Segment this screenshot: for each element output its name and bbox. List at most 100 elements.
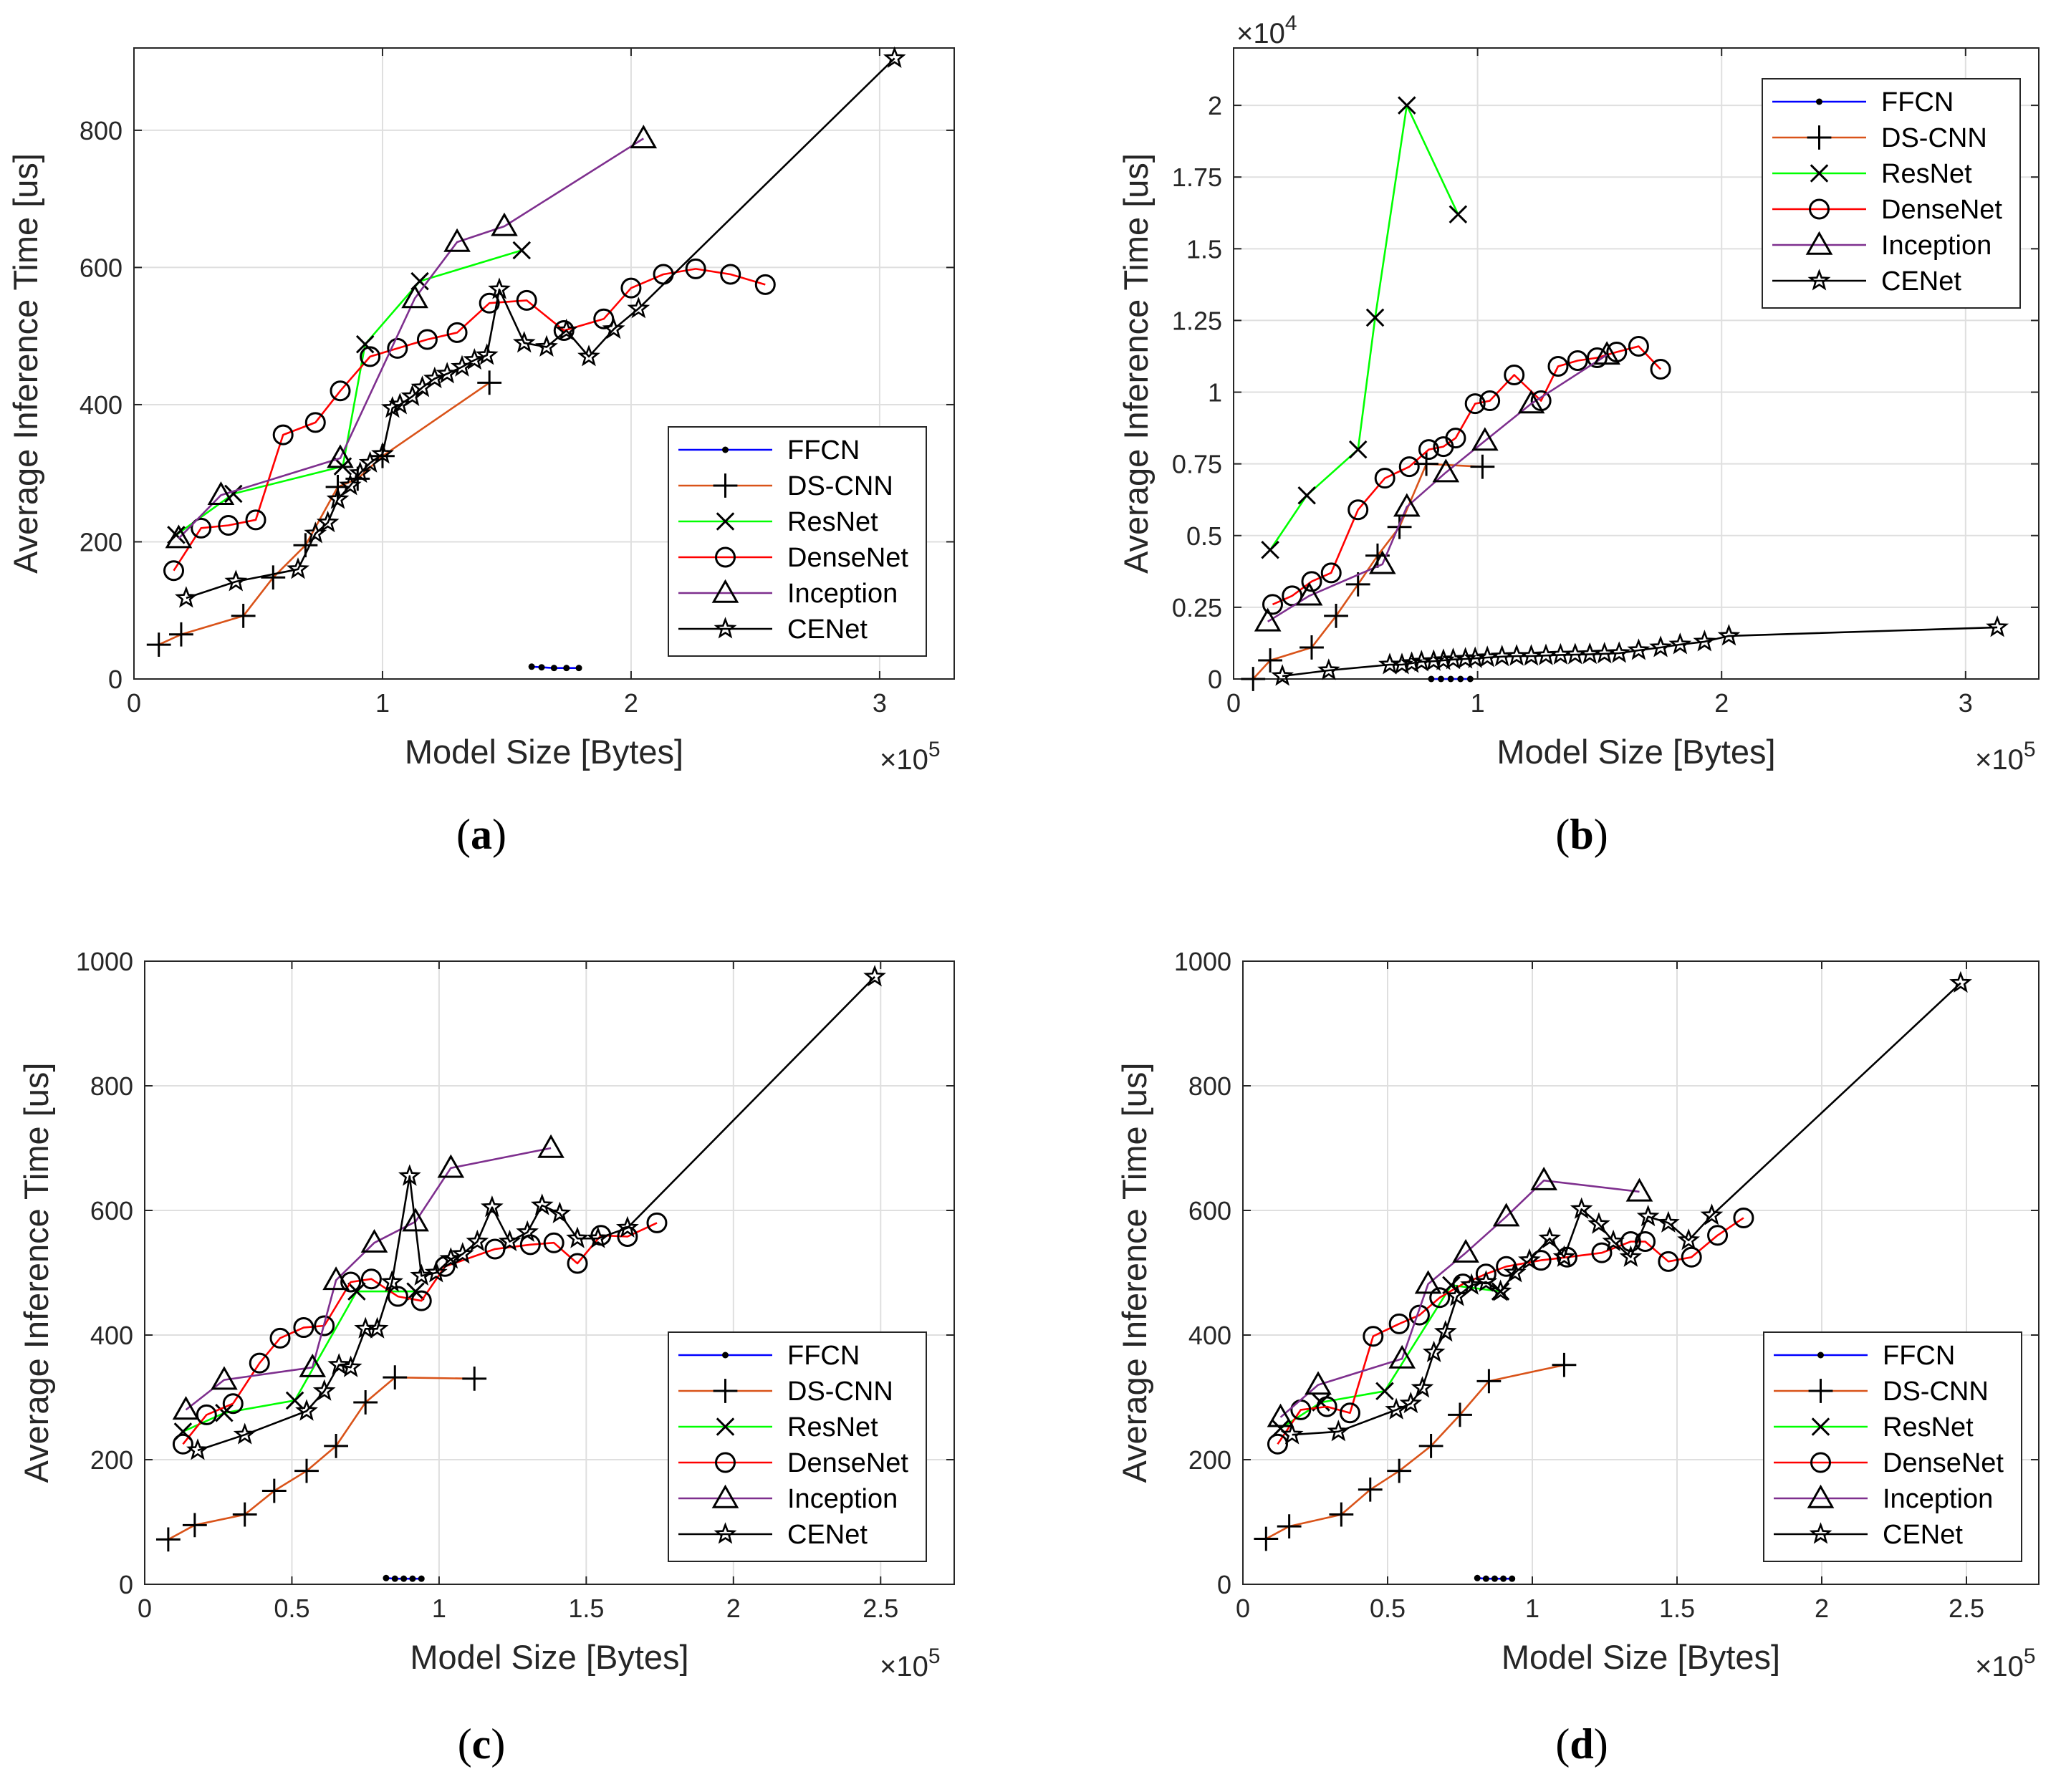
panel-label-letter: a [471, 811, 492, 858]
y-tick-label: 200 [90, 1445, 133, 1475]
data-point-densenet [1635, 1231, 1656, 1252]
data-point-cenet [424, 1261, 448, 1283]
data-point-cenet [475, 343, 499, 365]
legend-item-inception: Inception [1774, 1484, 1993, 1514]
legend-box [1763, 1331, 2022, 1562]
y-tick-label: 400 [1188, 1321, 1231, 1350]
data-point-ds-cnn [232, 1502, 257, 1527]
data-point-inception [1267, 1403, 1294, 1427]
data-point-densenet [1707, 1225, 1729, 1246]
legend-label: CENet [1883, 1520, 1963, 1550]
x-exponent-power: 5 [2024, 738, 2036, 761]
legend-label: DenseNet [1881, 195, 2002, 225]
legend-marker [1809, 198, 1830, 220]
data-point-cenet [451, 355, 474, 377]
data-point-densenet [1374, 468, 1395, 489]
data-point-ffcn [400, 1575, 408, 1582]
series-line-densenet [173, 268, 766, 572]
legend-item-cenet: CENet [678, 615, 868, 645]
x-tick-label: 1 [1525, 1594, 1539, 1623]
series-cenet [186, 965, 886, 1460]
data-point-ds-cnn [1324, 604, 1348, 628]
legend: FFCN DS-CNN ResNet DenseNet Inception CENet [1763, 1331, 2022, 1562]
data-point-cenet [339, 1355, 362, 1377]
x-tick-label: 3 [1959, 688, 1973, 718]
data-point-cenet [530, 1193, 554, 1215]
data-point-inception [1368, 550, 1396, 574]
panel-label-letter: c [472, 1720, 491, 1768]
data-point-inception [1471, 427, 1499, 451]
series-line-densenet [182, 1222, 658, 1445]
data-point-densenet [1429, 1287, 1451, 1309]
data-point-cenet [1503, 1261, 1527, 1283]
data-point-ffcn [538, 664, 545, 671]
y-tick-label: 0.75 [1172, 450, 1222, 479]
panel-label: (c) [458, 1720, 506, 1768]
data-point-ffcn [528, 663, 535, 670]
data-point-densenet [314, 1315, 335, 1336]
data-point-resnet [355, 334, 375, 354]
data-point-inception [491, 212, 518, 236]
series-line-densenet [1272, 345, 1662, 606]
legend-marker [1807, 1484, 1835, 1508]
data-point-cenet [1627, 638, 1651, 660]
data-point-cenet [287, 557, 309, 579]
data-point-resnet [1261, 541, 1279, 559]
x-exponent-label: ×105 [880, 1644, 941, 1682]
legend-marker [711, 1484, 739, 1508]
data-point-densenet [1363, 1326, 1384, 1347]
legend-marker [716, 1417, 735, 1436]
data-point-cenet [410, 1263, 433, 1286]
data-point-densenet [1628, 335, 1649, 357]
legend-label: CENet [787, 1520, 868, 1550]
data-point-densenet [1408, 1304, 1430, 1326]
data-point-cenet [186, 1438, 209, 1460]
data-point-densenet [1620, 1231, 1641, 1252]
x-tick-label: 0.5 [1370, 1594, 1406, 1623]
panel-label-close: ) [1594, 811, 1608, 858]
data-point-resnet [215, 1403, 234, 1422]
legend-item-inception: Inception [1772, 231, 1992, 261]
x-exponent-base: ×10 [880, 744, 928, 776]
series-densenet [1262, 335, 1671, 615]
series-inception [1254, 341, 1620, 632]
legend-item-ffcn: FFCN [678, 1341, 860, 1371]
data-point-ds-cnn [1552, 1352, 1577, 1377]
data-point-densenet [1650, 359, 1671, 380]
data-point-ds-cnn [1387, 514, 1412, 539]
x-axis-label: Model Size [Bytes] [1502, 1638, 1780, 1676]
data-point-cenet [512, 331, 536, 353]
x-axis-label: Model Size [Bytes] [410, 1638, 688, 1676]
data-point-cenet [554, 318, 578, 341]
data-point-resnet [406, 1282, 425, 1301]
data-point-densenet [646, 1212, 668, 1233]
data-point-cenet [566, 1226, 589, 1248]
data-point-ds-cnn [182, 1513, 207, 1538]
x-tick-label: 1 [432, 1594, 446, 1623]
data-point-densenet [1398, 456, 1420, 478]
panel-label-close: ) [492, 811, 506, 858]
legend-label: ResNet [1883, 1412, 1974, 1442]
data-point-ds-cnn [1345, 572, 1370, 597]
data-point-densenet [410, 1290, 432, 1311]
data-point-cenet [1464, 646, 1487, 668]
data-point-cenet [348, 461, 372, 483]
panel-label-open: ( [458, 1720, 472, 1768]
data-point-densenet [387, 337, 408, 359]
legend: FFCN DS-CNN ResNet DenseNet Inception CENet [668, 1331, 927, 1562]
legend-item-densenet: DenseNet [1772, 195, 2002, 225]
data-point-densenet [222, 1393, 244, 1415]
data-point-densenet [360, 346, 381, 367]
y-tick-label: 600 [1188, 1196, 1231, 1225]
data-point-resnet [1375, 1382, 1394, 1401]
legend-item-ds-cnn: DS-CNN [1772, 123, 1987, 153]
legend-label: DenseNet [787, 1448, 908, 1478]
x-tick-label: 1 [1471, 688, 1485, 718]
data-point-cenet [380, 1270, 404, 1292]
data-point-ffcn [1509, 1575, 1516, 1582]
y-axis-label: Average Inference Time [us] [1115, 1063, 1153, 1483]
legend-item-cenet: CENet [678, 1520, 868, 1550]
axes-box [144, 960, 955, 1585]
data-point-resnet [285, 1391, 304, 1410]
data-point-resnet [1365, 308, 1385, 327]
